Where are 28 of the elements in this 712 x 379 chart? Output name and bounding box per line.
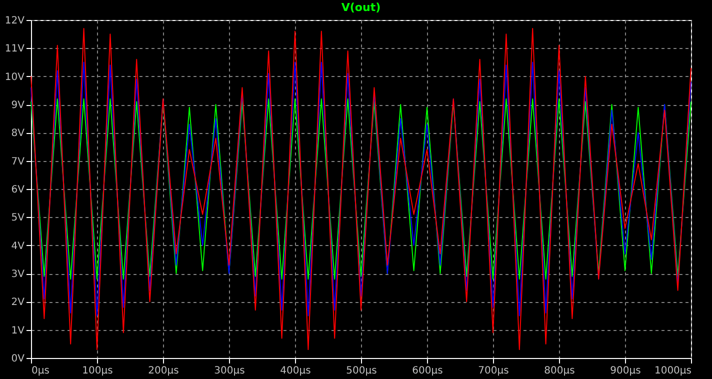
x-tick-label: 100µs bbox=[82, 366, 113, 376]
y-tick-label: 6V bbox=[11, 184, 25, 196]
y-tick-label: 9V bbox=[11, 100, 25, 111]
y-tick-label: 0V bbox=[11, 354, 25, 364]
y-tick-label: 2V bbox=[11, 297, 25, 308]
y-tick-label: 12V bbox=[4, 16, 25, 26]
y-tick-label: 5V bbox=[11, 212, 25, 224]
line-series bbox=[30, 62, 692, 316]
x-tick-label: 700µs bbox=[478, 366, 509, 376]
line-series bbox=[30, 98, 692, 280]
chart-title: V(out) bbox=[341, 1, 381, 14]
y-tick-label: 3V bbox=[11, 269, 25, 280]
y-tick-label: 8V bbox=[11, 128, 25, 140]
x-tick-label: 1000µs bbox=[654, 366, 692, 376]
line-series bbox=[30, 28, 692, 350]
x-tick-label: 400µs bbox=[280, 366, 311, 376]
x-tick-label: 0µs bbox=[32, 366, 50, 376]
y-tick-label: 4V bbox=[11, 240, 25, 252]
y-tick-label: 11V bbox=[4, 44, 25, 55]
x-tick-label: 600µs bbox=[412, 366, 443, 376]
y-tick-label: 7V bbox=[11, 156, 25, 168]
y-tick-label: 10V bbox=[4, 72, 25, 83]
y-tick-label: 1V bbox=[11, 325, 25, 336]
x-tick-label: 900µs bbox=[610, 366, 641, 376]
x-tick-label: 500µs bbox=[346, 366, 377, 376]
x-tick-label: 800µs bbox=[544, 366, 575, 376]
x-tick-label: 300µs bbox=[214, 366, 245, 376]
x-tick-label: 200µs bbox=[148, 366, 179, 376]
